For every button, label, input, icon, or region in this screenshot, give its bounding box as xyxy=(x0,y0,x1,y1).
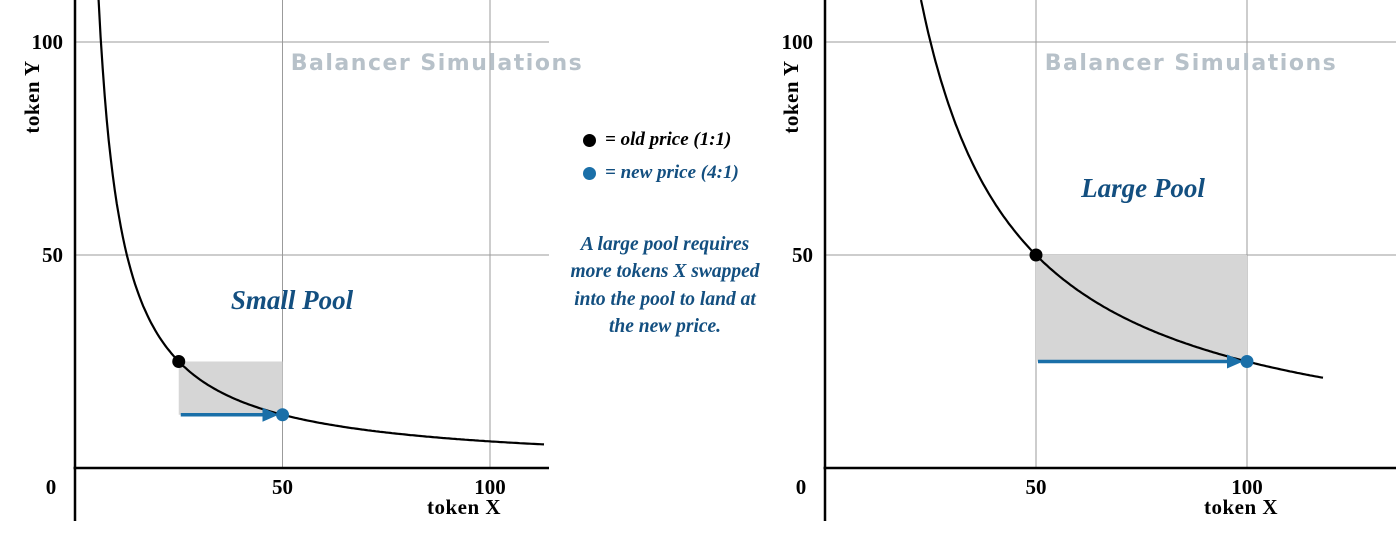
old-price-dot-icon xyxy=(583,133,596,147)
old-price-label: = old price (1:1) xyxy=(605,129,732,150)
y-tick-label: 50 xyxy=(792,243,813,267)
chart-title: Large Pool xyxy=(1080,173,1205,203)
y-axis-label: token Y xyxy=(779,60,803,133)
legend-row-new-price: = new price (4:1) xyxy=(583,162,739,184)
new-price-dot-icon xyxy=(583,166,596,180)
price-legend: = old price (1:1) = new price (4:1) xyxy=(583,129,739,195)
swap-region-shade xyxy=(1036,255,1247,362)
annotation-column: = old price (1:1) = new price (4:1) A la… xyxy=(560,0,770,536)
old-price-point xyxy=(172,355,186,368)
legend-row-old-price: = old price (1:1) xyxy=(583,129,739,151)
constant-product-curve xyxy=(919,0,1324,379)
new-price-point xyxy=(276,408,289,422)
y-tick-label: 100 xyxy=(32,30,64,54)
origin-tick-label: 0 xyxy=(796,475,807,499)
explanation-note: A large pool requires more tokens X swap… xyxy=(570,234,760,337)
x-tick-label: 100 xyxy=(474,475,506,499)
old-price-point xyxy=(1029,248,1043,262)
swap-arrow-head-icon xyxy=(1227,354,1243,369)
swap-arrow-head-icon xyxy=(262,407,279,422)
x-axis-label: token X xyxy=(427,495,501,519)
watermark-text: Balancer Simulations xyxy=(291,51,583,76)
y-tick-label: 50 xyxy=(42,243,63,267)
y-axis-label: token Y xyxy=(20,60,44,133)
watermark-text: Balancer Simulations xyxy=(1045,51,1337,76)
origin-tick-label: 0 xyxy=(46,475,57,499)
y-tick-label: 100 xyxy=(782,30,814,54)
chart-title: Small Pool xyxy=(231,285,354,315)
x-tick-label: 50 xyxy=(1026,475,1047,499)
swap-region-shade xyxy=(178,361,283,415)
x-axis-label: token X xyxy=(1204,495,1278,519)
new-price-point xyxy=(1240,355,1254,368)
constant-product-curve xyxy=(97,0,545,446)
new-price-label: = new price (4:1) xyxy=(605,162,739,183)
x-tick-label: 100 xyxy=(1231,475,1263,499)
x-tick-label: 50 xyxy=(272,475,293,499)
